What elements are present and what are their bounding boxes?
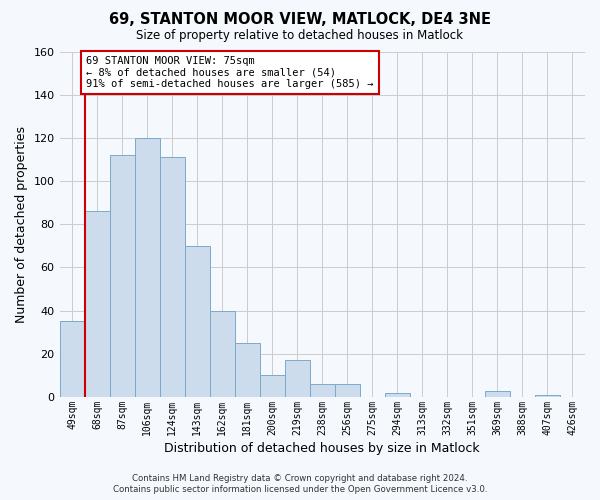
Bar: [335, 384, 360, 397]
Text: Size of property relative to detached houses in Matlock: Size of property relative to detached ho…: [137, 29, 464, 42]
Bar: [310, 384, 335, 397]
Bar: [185, 246, 209, 397]
Bar: [235, 343, 260, 397]
Bar: [134, 138, 160, 397]
X-axis label: Distribution of detached houses by size in Matlock: Distribution of detached houses by size …: [164, 442, 480, 455]
Bar: [110, 155, 134, 397]
Text: 69, STANTON MOOR VIEW, MATLOCK, DE4 3NE: 69, STANTON MOOR VIEW, MATLOCK, DE4 3NE: [109, 12, 491, 28]
Bar: [160, 158, 185, 397]
Bar: [85, 212, 110, 397]
Y-axis label: Number of detached properties: Number of detached properties: [15, 126, 28, 323]
Bar: [260, 376, 285, 397]
Bar: [209, 310, 235, 397]
Bar: [535, 395, 560, 397]
Bar: [59, 322, 85, 397]
Bar: [485, 390, 510, 397]
Bar: [385, 392, 410, 397]
Text: Contains HM Land Registry data © Crown copyright and database right 2024.
Contai: Contains HM Land Registry data © Crown c…: [113, 474, 487, 494]
Bar: [285, 360, 310, 397]
Text: 69 STANTON MOOR VIEW: 75sqm
← 8% of detached houses are smaller (54)
91% of semi: 69 STANTON MOOR VIEW: 75sqm ← 8% of deta…: [86, 56, 373, 89]
